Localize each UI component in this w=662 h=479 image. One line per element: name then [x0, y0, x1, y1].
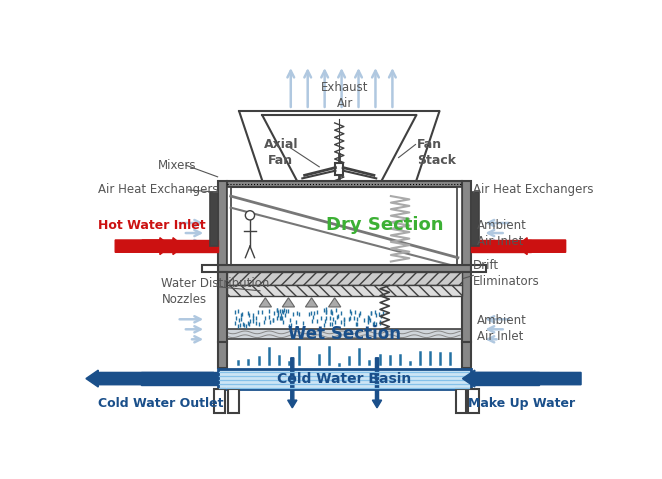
Bar [227, 285, 461, 296]
Text: Ambient
Air Inlet: Ambient Air Inlet [477, 314, 527, 343]
Bar [461, 181, 471, 270]
Bar [227, 272, 461, 285]
Text: Ambient
Air Inlet: Ambient Air Inlet [477, 218, 527, 248]
Text: Wet Section: Wet Section [288, 325, 401, 342]
Text: Fan
Stack: Fan Stack [417, 138, 456, 167]
FancyArrow shape [516, 238, 565, 255]
Bar [162, 240, 218, 252]
FancyArrow shape [463, 370, 581, 387]
Bar [336, 163, 343, 175]
Text: Air Heat Exchangers: Air Heat Exchangers [98, 183, 218, 196]
Bar [227, 187, 232, 265]
Text: Water Distribution
Nozzles: Water Distribution Nozzles [162, 277, 270, 306]
Bar [227, 329, 461, 339]
FancyArrow shape [142, 238, 184, 255]
Bar [214, 388, 224, 413]
Circle shape [246, 211, 255, 220]
Text: Drift
Eliminators: Drift Eliminators [473, 259, 540, 287]
Polygon shape [262, 115, 416, 181]
FancyArrow shape [115, 238, 171, 255]
Bar [218, 369, 471, 388]
Polygon shape [282, 298, 295, 307]
Bar [471, 240, 531, 252]
Bar [202, 265, 218, 272]
Bar [475, 372, 539, 385]
Text: Axial
Fan: Axial Fan [263, 138, 298, 167]
Polygon shape [260, 298, 271, 307]
Polygon shape [305, 298, 318, 307]
Text: Hot Water Inlet: Hot Water Inlet [98, 219, 206, 232]
Bar [461, 342, 471, 368]
Bar [471, 265, 487, 272]
Bar [218, 342, 227, 368]
Text: Air Heat Exchangers: Air Heat Exchangers [473, 183, 594, 196]
Bar [455, 388, 466, 413]
Text: Make Up Water: Make Up Water [468, 398, 575, 411]
Bar [227, 181, 461, 187]
Bar [471, 192, 479, 246]
Bar [228, 388, 239, 413]
Bar [468, 388, 479, 413]
Text: Exhaust
Air: Exhaust Air [321, 80, 369, 110]
Bar [457, 187, 461, 265]
Polygon shape [328, 298, 341, 307]
FancyArrow shape [288, 358, 297, 408]
Text: Mixers: Mixers [158, 159, 196, 172]
Bar [210, 192, 218, 246]
Text: Dry Section: Dry Section [326, 217, 444, 234]
Bar [461, 272, 471, 342]
Bar [232, 187, 457, 265]
FancyArrow shape [373, 358, 381, 408]
Bar [218, 265, 471, 272]
Text: Cold Water Basin: Cold Water Basin [277, 372, 411, 386]
Text: Cold Water Outlet: Cold Water Outlet [98, 398, 224, 411]
FancyArrow shape [86, 370, 214, 387]
Bar [218, 181, 227, 270]
Bar [140, 372, 218, 385]
Bar [218, 272, 227, 342]
